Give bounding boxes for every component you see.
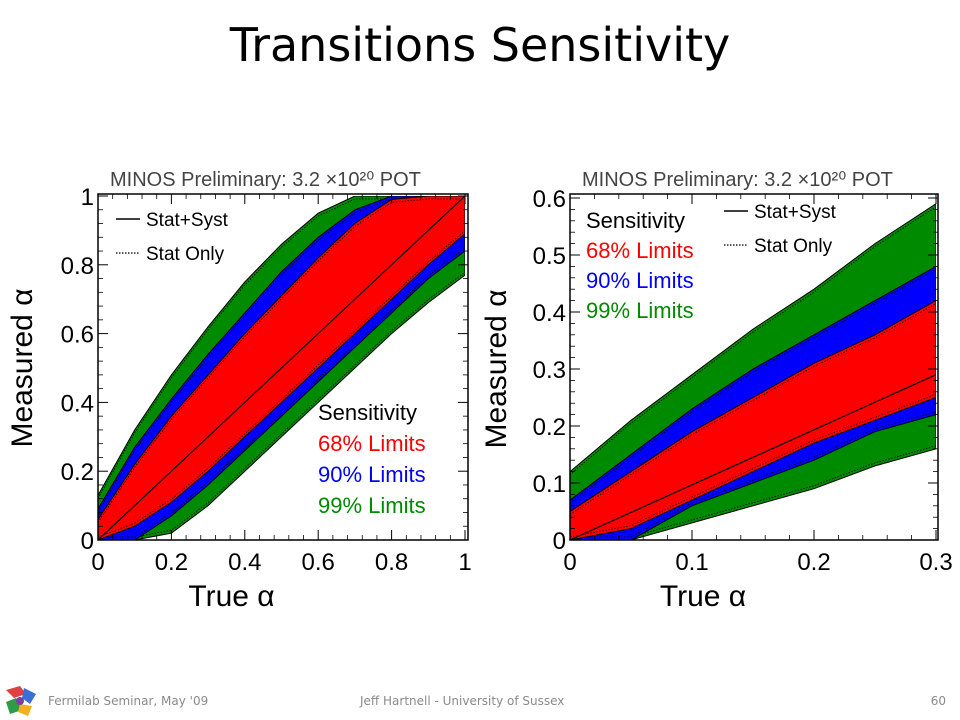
footer-event: Fermilab Seminar, May '09 (48, 694, 209, 708)
x-tick-label: 0 (91, 549, 104, 576)
y-tick-label: 0.2 (61, 459, 94, 486)
y-tick-label: 0.4 (533, 300, 566, 327)
stat-only-upper-2 (570, 303, 936, 515)
x-tick-label: 0.8 (375, 549, 408, 576)
plot-frame (569, 193, 939, 541)
x-tick-label: 0 (563, 549, 576, 576)
legend-stat-syst: Stat+Syst (754, 202, 837, 223)
legend-stat-only: Stat Only (754, 236, 833, 257)
stat-only-lower-0 (98, 271, 465, 538)
x-tick-label: 0.6 (302, 549, 335, 576)
slide-title: Transitions Sensitivity (229, 18, 731, 72)
x-tick-label: 0.2 (797, 549, 830, 576)
fermilab-logo-icon (6, 686, 36, 716)
y-tick-label: 0.1 (533, 471, 566, 498)
x-axis-label: True α (660, 580, 746, 613)
bands (98, 196, 465, 540)
legend-stat-syst: Stat+Syst (146, 210, 229, 231)
stat-only-upper-1 (570, 269, 936, 504)
chart-left: 0 0.2 0.4 0.6 0.8 1 0 0.2 0.4 0.6 0.8 1 MINOS Prelim… (6, 169, 472, 613)
y-tick-label: 0.6 (61, 322, 94, 349)
chart-header: MINOS Preliminary: 3.2 ×10²⁰ POT (582, 169, 893, 191)
x-tick-label: 0.2 (155, 549, 188, 576)
legend-entry: 68% Limits (586, 238, 694, 263)
legend-title: Sensitivity (586, 208, 685, 233)
legend-entry: 90% Limits (586, 268, 694, 293)
stat-only-lower-1 (570, 411, 936, 538)
y-tick-label: 1 (81, 184, 94, 211)
footer-author: Jeff Hartnell - University of Sussex (360, 694, 565, 708)
y-axis-label: Measured α (6, 288, 39, 447)
y-tick-label: 0.5 (533, 243, 566, 270)
stat-only-upper-0 (570, 206, 936, 475)
y-tick-label: 0.6 (533, 186, 566, 213)
stat-only-upper-0 (98, 198, 465, 499)
page-number: 60 (930, 694, 946, 708)
legend-entry: 99% Limits (318, 493, 426, 518)
bands (570, 203, 936, 540)
x-tick-label: 1 (458, 549, 471, 576)
legend-title: Sensitivity (318, 400, 417, 425)
band-68-percent (570, 300, 936, 540)
stat-only-lower-2 (98, 230, 465, 538)
x-tick-label: 0.4 (228, 549, 261, 576)
chart-right: 0 0.1 0.2 0.3 0 0.1 0.2 0.3 0.4 0.5 0.6 MINOS Preli… (480, 169, 953, 613)
legend-entry: 99% Limits (586, 298, 694, 323)
y-tick-label: 0 (81, 528, 94, 555)
y-tick-label: 0.8 (61, 253, 94, 280)
y-tick-label: 0.3 (533, 357, 566, 384)
legend-entry: 68% Limits (318, 431, 426, 456)
legend-entry: 90% Limits (318, 462, 426, 487)
y-tick-label: 0.4 (61, 390, 94, 417)
plot-frame (97, 193, 469, 541)
legend-stat-only: Stat Only (146, 244, 225, 265)
y-tick-label: 0.2 (533, 414, 566, 441)
y-tick-label: 0 (553, 528, 566, 555)
y-axis-label: Measured α (480, 289, 513, 448)
x-tick-label: 0.1 (675, 549, 708, 576)
central-line (570, 374, 936, 540)
chart-header: MINOS Preliminary: 3.2 ×10²⁰ POT (110, 169, 421, 191)
stat-only-lower-1 (98, 247, 465, 538)
x-tick-label: 0.3 (919, 549, 952, 576)
x-axis-label: True α (188, 580, 274, 613)
central-line (98, 196, 465, 540)
